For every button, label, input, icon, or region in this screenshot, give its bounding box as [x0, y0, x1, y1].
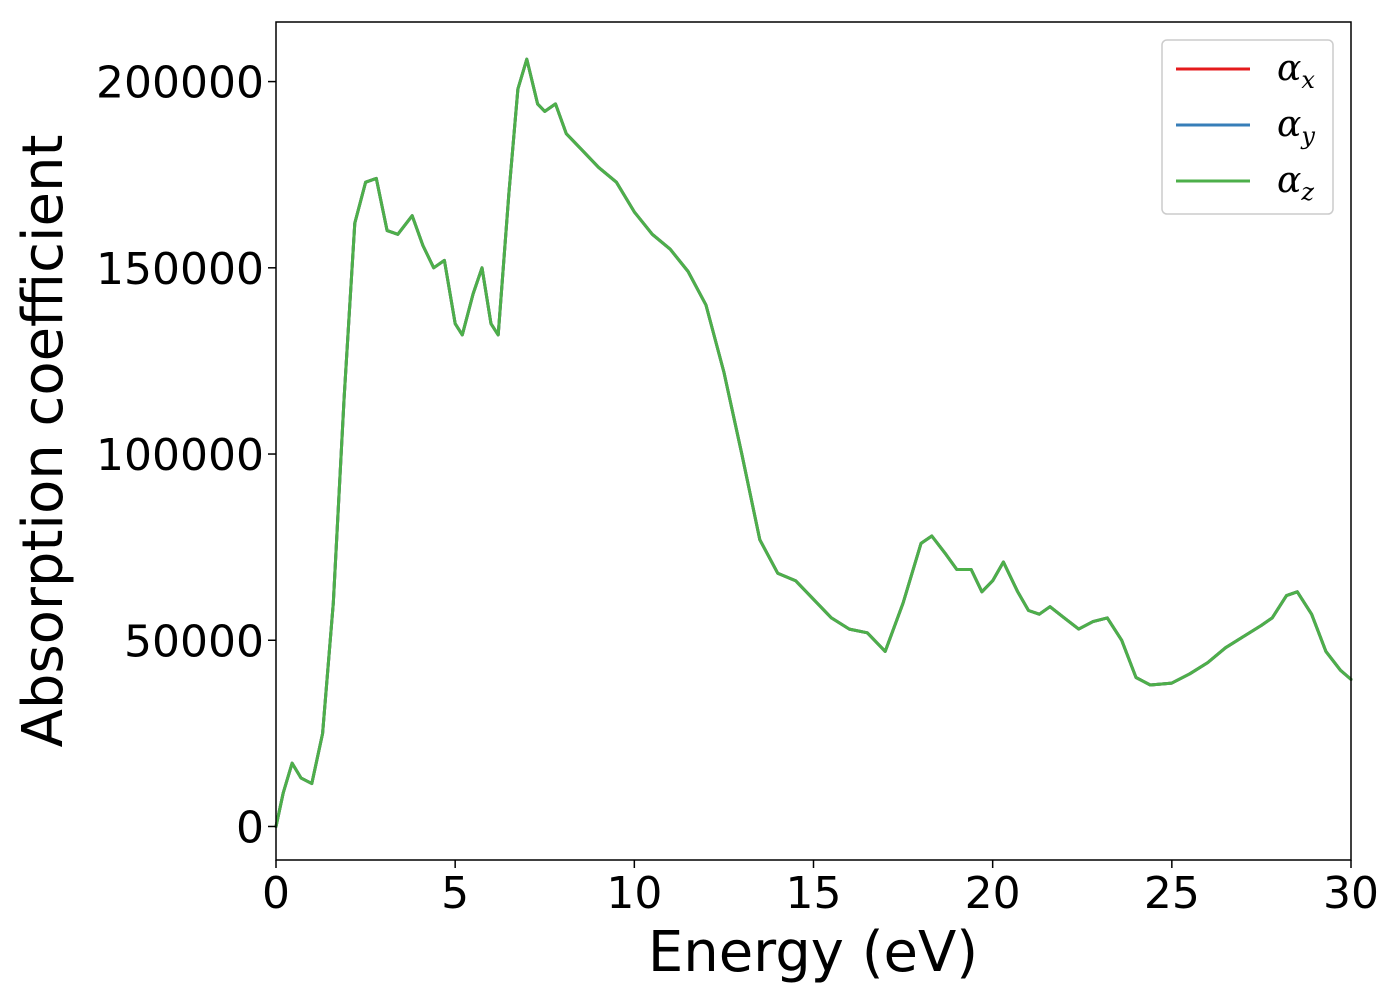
y-tick-label: 0: [236, 802, 264, 853]
y-tick-label: 200000: [96, 58, 264, 109]
x-axis-label: Energy (eV): [648, 920, 978, 985]
legend-label-y: αy: [1277, 104, 1315, 150]
y-tick-label: 50000: [124, 616, 264, 667]
series-line-z: [274, 57, 1353, 828]
x-axis-ticks: 0 5 10 15 20 25 30: [262, 860, 1379, 919]
series-layer: [274, 57, 1353, 828]
y-tick-label: 100000: [96, 430, 264, 481]
x-tick-label: 5: [441, 868, 469, 919]
legend-frame: [1161, 39, 1334, 215]
legend-label-x: αx: [1277, 48, 1315, 94]
x-tick-label: 0: [262, 868, 290, 919]
y-axis-ticks: 0 50000 100000 150000 200000: [96, 58, 276, 853]
y-tick-label: 150000: [96, 244, 264, 295]
x-tick-label: 10: [606, 868, 662, 919]
x-tick-label: 20: [965, 868, 1021, 919]
x-tick-label: 25: [1144, 868, 1200, 919]
y-axis-label: Absorption coefficient: [11, 135, 76, 748]
x-tick-label: 30: [1323, 868, 1379, 919]
x-tick-label: 15: [786, 868, 842, 919]
